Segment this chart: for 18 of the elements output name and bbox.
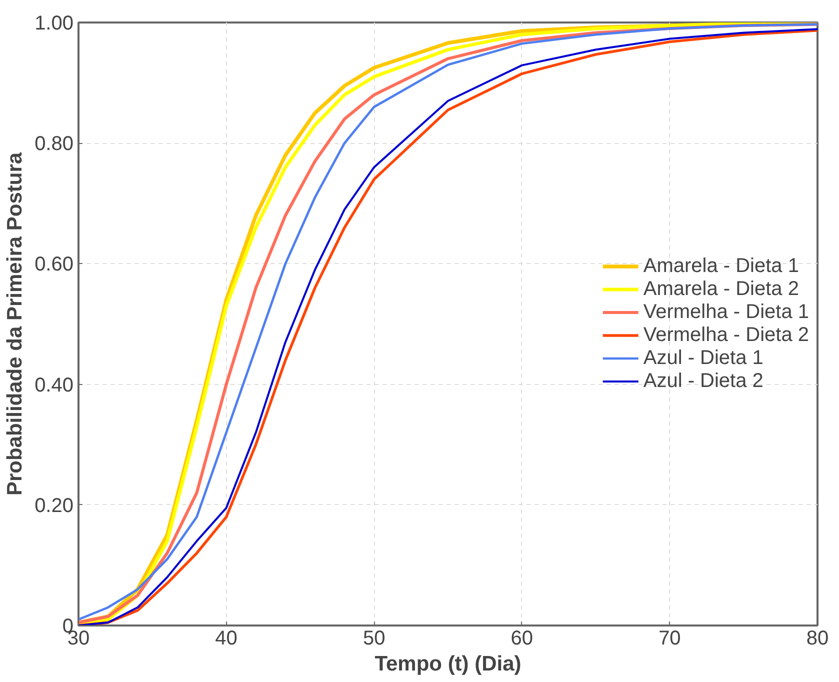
legend-label: Vermelha - Dieta 2 xyxy=(643,324,809,346)
y-tick-label: 0.20 xyxy=(34,494,74,517)
x-tick-label: 80 xyxy=(806,628,829,650)
legend-label: Vermelha - Dieta 1 xyxy=(643,300,809,324)
y-axis-title: Probabilidade da Primeira Postura xyxy=(4,152,27,496)
legend-label: Azul - Dieta 2 xyxy=(643,370,764,392)
x-tick-label: 60 xyxy=(510,628,534,650)
x-tick-label: 50 xyxy=(362,628,386,650)
x-tick-label: 70 xyxy=(658,628,681,650)
legend-label: Amarela - Dieta 2 xyxy=(643,278,799,300)
legend-label: Azul - Dieta 1 xyxy=(643,346,764,370)
x-tick-label: 40 xyxy=(215,628,238,650)
y-tick-label: 0.80 xyxy=(34,133,74,156)
y-tick-label: 0.60 xyxy=(34,254,74,276)
x-axis-title: Tempo (t) (Dia) xyxy=(374,652,522,676)
y-tick-label: 0.40 xyxy=(34,374,74,396)
y-tick-label: 1.00 xyxy=(34,12,74,34)
legend-label: Amarela - Dieta 1 xyxy=(643,254,799,278)
